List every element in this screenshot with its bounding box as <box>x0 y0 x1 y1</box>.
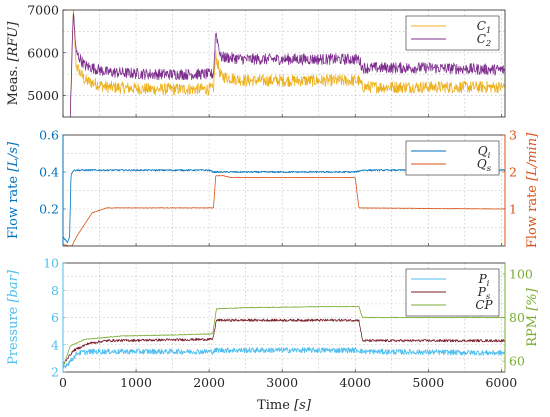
y-tick-label: 2 <box>51 365 59 380</box>
series-group <box>63 169 505 246</box>
x-tick-label: 6000 <box>485 375 517 390</box>
plot-frame <box>62 9 506 118</box>
y-tick-label: 7000 <box>27 3 59 18</box>
series-line-Pi <box>63 347 505 369</box>
y-tick-label: 8 <box>51 283 59 298</box>
y-axis-label: Flow rate [L/s] <box>6 141 21 239</box>
series-line-C1 <box>69 10 505 116</box>
y-right-tick-label: 100 <box>509 266 533 281</box>
series-group <box>63 305 505 369</box>
x-tick-label: 5000 <box>412 375 444 390</box>
y-right-tick-label: 80 <box>509 310 525 325</box>
series-group <box>69 10 505 117</box>
legend-label-Ps: Ps <box>477 285 491 302</box>
x-axis-label: Time [s] <box>257 398 312 413</box>
legend-label-CP: CP <box>475 298 493 312</box>
y-axis-label: Pressure [bar] <box>6 269 21 365</box>
y-tick-label: 0.6 <box>39 128 59 143</box>
y-axis-label: Meas. [RFU] <box>6 21 21 106</box>
legend-label-C1: C1 <box>477 19 492 36</box>
panel-2: 0.2 0.4 0.6 1 2 3 Flow rate [L/s] Flow rate [L/… <box>6 128 540 249</box>
legend-label-C2: C2 <box>477 32 492 49</box>
panel-3: 0 1000 2000 3000 4000 5000 6000 2 4 6 8 10 60 80 100 Pr… <box>6 256 540 414</box>
y-right-tick-label: 2 <box>509 165 517 180</box>
y-tick-label: 6 <box>51 310 59 325</box>
series-line-CP <box>63 305 505 368</box>
legend-label-Qs: Qs <box>477 157 492 174</box>
legend-box <box>405 15 500 51</box>
x-tick-label: 4000 <box>339 375 371 390</box>
legend-label-Pi: Pi <box>478 272 490 289</box>
y-right-tick-label: 3 <box>509 128 517 143</box>
y-axis-label-right: RPM [%] <box>525 287 540 346</box>
x-tick-label: 1000 <box>120 375 152 390</box>
y-tick-label: 6000 <box>27 45 59 60</box>
y-tick-label: 0.2 <box>39 202 59 217</box>
y-tick-label: 5000 <box>27 88 59 103</box>
series-line-Qi <box>63 169 505 243</box>
y-right-tick-label: 60 <box>509 354 525 369</box>
legend-label-Qi: Qi <box>478 144 491 161</box>
y-axis-label-right: Flow rate [L/min] <box>525 132 540 248</box>
y-tick-label: 0.4 <box>39 165 59 180</box>
x-tick-label: 0 <box>59 375 67 390</box>
series-line-Ps <box>63 318 505 365</box>
x-tick-label: 2000 <box>193 375 225 390</box>
y-tick-label: 4 <box>51 337 59 352</box>
legend-box <box>405 140 500 176</box>
x-tick-label: 3000 <box>266 375 298 390</box>
series-line-Qs <box>63 175 505 246</box>
y-tick-label: 10 <box>43 256 59 271</box>
y-right-tick-label: 1 <box>509 202 517 217</box>
series-line-C2 <box>69 13 505 117</box>
